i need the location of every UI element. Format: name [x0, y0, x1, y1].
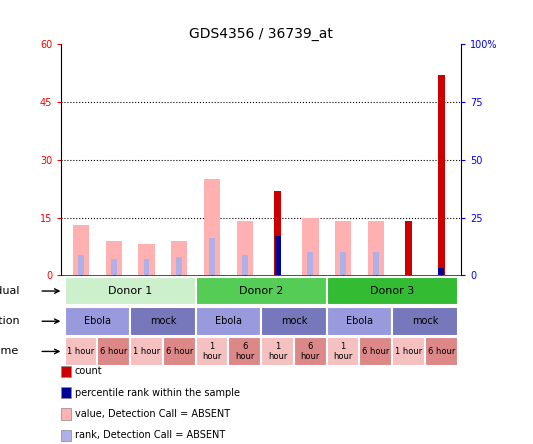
Text: 1
hour: 1 hour: [334, 342, 353, 361]
Bar: [425, 337, 458, 366]
Text: 1 hour: 1 hour: [395, 347, 422, 356]
Bar: [111, 259, 117, 275]
Bar: [261, 337, 294, 366]
Bar: [176, 257, 182, 275]
Bar: [392, 307, 458, 336]
Text: 6
hour: 6 hour: [235, 342, 254, 361]
Bar: [368, 222, 384, 275]
Text: 6 hour: 6 hour: [362, 347, 390, 356]
Bar: [98, 337, 130, 366]
Bar: [302, 218, 319, 275]
Bar: [392, 337, 425, 366]
Bar: [405, 222, 412, 275]
Bar: [327, 337, 359, 366]
Bar: [335, 222, 351, 275]
Bar: [196, 277, 327, 305]
Text: value, Detection Call = ABSENT: value, Detection Call = ABSENT: [75, 409, 230, 419]
Title: GDS4356 / 36739_at: GDS4356 / 36739_at: [189, 27, 333, 40]
Bar: [274, 190, 281, 275]
Bar: [64, 277, 196, 305]
Bar: [78, 254, 84, 275]
Text: rank, Detection Call = ABSENT: rank, Detection Call = ABSENT: [75, 430, 225, 440]
Bar: [163, 337, 196, 366]
Text: Donor 1: Donor 1: [108, 286, 152, 296]
Bar: [438, 75, 445, 275]
Text: 6
hour: 6 hour: [301, 342, 320, 361]
Bar: [61, 430, 71, 441]
Bar: [196, 337, 229, 366]
Text: time: time: [0, 346, 19, 357]
Text: count: count: [75, 366, 102, 377]
Bar: [61, 387, 71, 398]
Bar: [64, 337, 98, 366]
Bar: [373, 252, 379, 275]
Bar: [308, 252, 313, 275]
Text: Donor 3: Donor 3: [370, 286, 414, 296]
Text: 6 hour: 6 hour: [427, 347, 455, 356]
Bar: [143, 259, 149, 275]
Bar: [138, 245, 155, 275]
Text: 6 hour: 6 hour: [166, 347, 193, 356]
Text: individual: individual: [0, 286, 19, 296]
Text: Ebola: Ebola: [215, 316, 242, 326]
Bar: [73, 225, 89, 275]
Text: Donor 2: Donor 2: [239, 286, 284, 296]
Text: 6 hour: 6 hour: [100, 347, 127, 356]
Text: 1 hour: 1 hour: [67, 347, 94, 356]
Text: Ebola: Ebola: [346, 316, 373, 326]
Text: 1 hour: 1 hour: [133, 347, 160, 356]
Text: mock: mock: [150, 316, 176, 326]
Text: Ebola: Ebola: [84, 316, 111, 326]
Bar: [209, 238, 215, 275]
Bar: [229, 337, 261, 366]
Bar: [61, 408, 71, 420]
Bar: [242, 254, 248, 275]
Bar: [106, 241, 122, 275]
Text: infection: infection: [0, 316, 19, 326]
Text: percentile rank within the sample: percentile rank within the sample: [75, 388, 240, 398]
Bar: [261, 307, 327, 336]
Bar: [196, 307, 261, 336]
Bar: [130, 337, 163, 366]
Bar: [294, 337, 327, 366]
Bar: [327, 307, 392, 336]
Bar: [274, 236, 280, 275]
Text: mock: mock: [412, 316, 438, 326]
Bar: [340, 252, 346, 275]
Bar: [130, 307, 196, 336]
Bar: [327, 277, 458, 305]
Text: mock: mock: [281, 316, 307, 326]
Bar: [359, 337, 392, 366]
Bar: [237, 222, 253, 275]
Text: 1
hour: 1 hour: [203, 342, 222, 361]
Bar: [64, 307, 130, 336]
Text: 1
hour: 1 hour: [268, 342, 287, 361]
Bar: [439, 268, 445, 275]
Bar: [61, 366, 71, 377]
Bar: [204, 179, 220, 275]
Bar: [171, 241, 188, 275]
